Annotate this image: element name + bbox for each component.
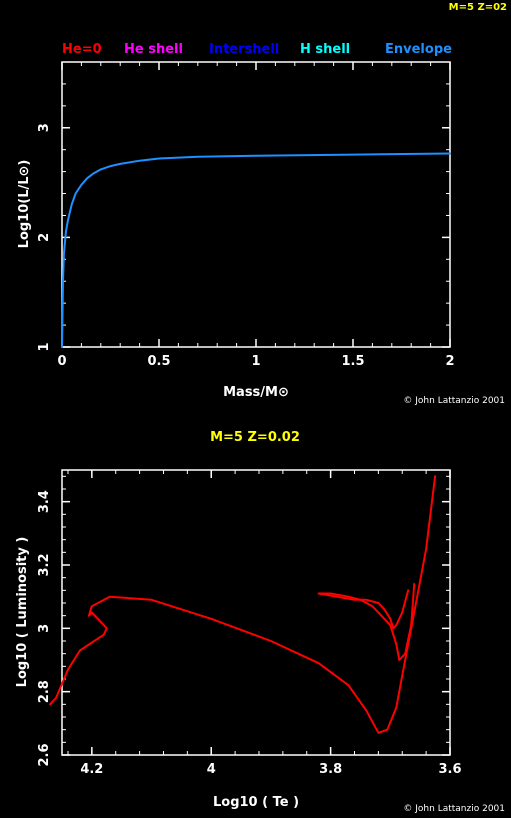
- credit-text: © John Lattanzio 2001: [403, 396, 505, 406]
- y-tick-label: 3: [37, 123, 52, 132]
- legend-entry-envelope: Envelope: [385, 42, 452, 57]
- credit-text: © John Lattanzio 2001: [403, 804, 505, 814]
- y-tick-label: 3: [37, 624, 52, 633]
- x-axis-label: Mass/M⊙: [223, 385, 289, 400]
- y-tick-label: 2.6: [37, 743, 52, 766]
- plot2-ticks: 4.2 4 3.8 3.6 2.6 2.8 3 3.2 3.4: [37, 470, 462, 777]
- y-tick-label: 3.4: [37, 490, 52, 513]
- x-tick-label: 0.5: [147, 354, 170, 369]
- y-tick-label: 2: [37, 233, 52, 242]
- luminosity-mass-plot: 0 0.5 1 1.5 2 1 2 3 Mass/M⊙ Log10(L/L⊙): [17, 61, 455, 400]
- x-tick-label: 3.6: [438, 762, 461, 777]
- x-tick-label: 1.5: [341, 354, 364, 369]
- x-tick-label: 3.8: [319, 762, 342, 777]
- plot1-series: [61, 152, 451, 348]
- hr-track-series-line-1: [317, 583, 416, 661]
- y-tick-label: 2.8: [37, 680, 52, 703]
- hr-track-series-line-2: [317, 589, 410, 630]
- top-legend: He=0 He shell Intershell H shell Envelop…: [62, 42, 452, 57]
- plot-frame: [61, 469, 451, 756]
- x-tick-label: 0: [57, 354, 66, 369]
- x-tick-label: 1: [251, 354, 260, 369]
- plot1-ticks: 0 0.5 1 1.5 2 1 2 3: [37, 61, 455, 369]
- y-axis-label: Log10(L/L⊙): [17, 160, 32, 249]
- plot2-series: [49, 475, 437, 734]
- y-axis-label: Log10 ( Luminosity ): [15, 537, 30, 688]
- hr-track-series-line-0: [49, 475, 437, 734]
- corner-label: M=5 Z=02: [449, 2, 507, 13]
- legend-entry-h-shell: H shell: [300, 42, 350, 57]
- luminosity-series-line-0: [61, 152, 451, 348]
- legend-entry-intershell: Intershell: [209, 42, 279, 57]
- plot-frame: [61, 61, 451, 348]
- y-tick-label: 3.2: [37, 553, 52, 576]
- hr-diagram-plot: 4.2 4 3.8 3.6 2.6 2.8 3 3.2 3.4 Log10 ( Te ) Log…: [15, 469, 462, 810]
- legend-entry-he-shell: He shell: [124, 42, 183, 57]
- x-axis-label: Log10 ( Te ): [213, 795, 299, 810]
- x-tick-label: 2: [445, 354, 454, 369]
- x-tick-label: 4: [207, 762, 216, 777]
- legend-entry-he0: He=0: [62, 42, 102, 57]
- y-tick-label: 1: [37, 342, 52, 351]
- chart-title: M=5 Z=0.02: [210, 430, 300, 445]
- x-tick-label: 4.2: [80, 762, 103, 777]
